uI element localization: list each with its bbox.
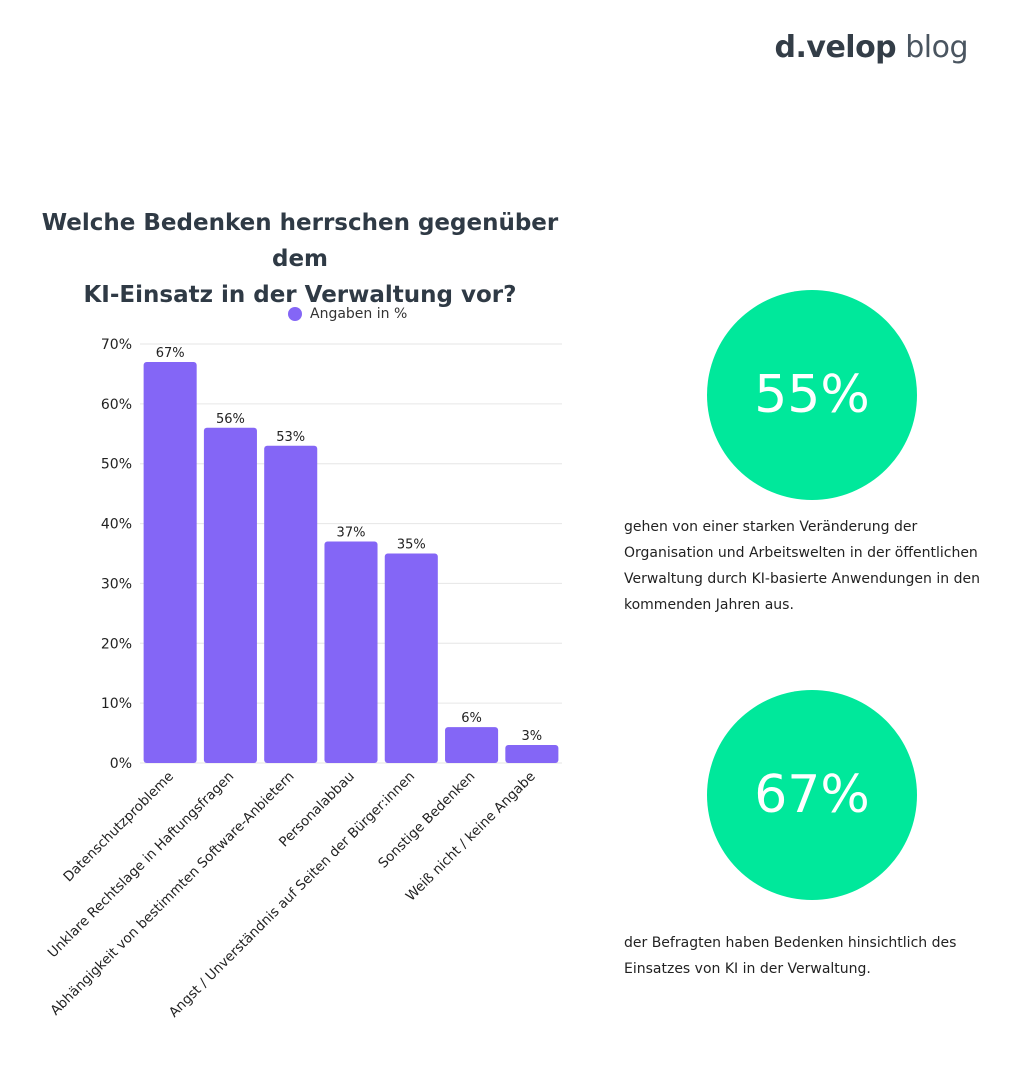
y-tick-label: 70% xyxy=(101,337,132,353)
y-tick-label: 40% xyxy=(101,517,132,533)
bar xyxy=(384,553,438,763)
bar xyxy=(324,541,378,763)
legend-swatch xyxy=(288,307,302,321)
legend-label: Angaben in % xyxy=(310,306,408,322)
bar xyxy=(264,445,318,763)
chart-title: Welche Bedenken herrschen gegenüber dem … xyxy=(20,205,580,313)
bar xyxy=(143,361,197,763)
bar xyxy=(203,427,257,763)
stat-circle-1: 55% xyxy=(707,290,917,500)
y-tick-label: 50% xyxy=(101,457,132,473)
x-category-label: Abhängigkeit von bestimmten Software-Anb… xyxy=(47,769,297,1019)
y-tick-label: 20% xyxy=(101,636,132,652)
logo-brand: d.velop xyxy=(774,30,897,65)
blog-logo[interactable]: d.velop blog xyxy=(774,30,969,65)
y-tick-label: 0% xyxy=(110,756,132,772)
stat-value-1: 55% xyxy=(754,365,870,425)
chart-legend: Angaben in % xyxy=(288,306,407,322)
data-label: 3% xyxy=(522,729,543,744)
data-label: 37% xyxy=(337,526,366,541)
data-label: 6% xyxy=(461,711,482,726)
chart-title-line-1: Welche Bedenken herrschen gegenüber dem xyxy=(41,210,559,272)
y-tick-label: 10% xyxy=(101,696,132,712)
x-category-label: Datenschutzprobleme xyxy=(60,769,177,886)
stat-text-2: der Befragten haben Bedenken hinsichtlic… xyxy=(624,935,957,977)
x-category-label: Weiß nicht / keine Angabe xyxy=(403,769,539,905)
bar-chart: 0% 10% 20% 30% 40% 50% 60% 70% 67% Datenschutzpro… xyxy=(45,337,562,1021)
bar xyxy=(445,727,499,763)
chart-title-line-2: KI-Einsatz in der Verwaltung vor? xyxy=(83,282,517,308)
logo-suffix: blog xyxy=(905,30,968,65)
bar xyxy=(505,745,559,763)
stat-text-1: gehen von einer starken Veränderung der … xyxy=(624,519,980,613)
stat-value-2: 67% xyxy=(754,765,870,825)
data-label: 53% xyxy=(276,430,305,445)
y-tick-label: 30% xyxy=(101,576,132,592)
data-label: 67% xyxy=(156,346,185,361)
stat-circle-2: 67% xyxy=(707,690,917,900)
y-tick-label: 60% xyxy=(101,397,132,413)
data-label: 56% xyxy=(216,412,245,427)
data-label: 35% xyxy=(397,538,426,553)
